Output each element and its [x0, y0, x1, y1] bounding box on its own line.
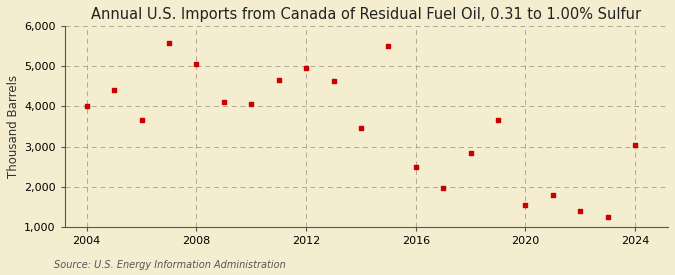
Point [520, 203, 531, 207]
Point [575, 209, 586, 213]
Title: Annual U.S. Imports from Canada of Residual Fuel Oil, 0.31 to 1.00% Sulfur: Annual U.S. Imports from Canada of Resid… [91, 7, 641, 22]
Point [136, 118, 147, 123]
Point [191, 62, 202, 66]
Point [547, 193, 558, 197]
Point [356, 126, 367, 131]
Point [383, 44, 394, 48]
Point [109, 88, 119, 92]
Point [273, 78, 284, 82]
Y-axis label: Thousand Barrels: Thousand Barrels [7, 75, 20, 178]
Point [465, 150, 476, 155]
Point [81, 104, 92, 108]
Point [219, 100, 230, 104]
Text: Source: U.S. Energy Information Administration: Source: U.S. Energy Information Administ… [54, 260, 286, 270]
Point [493, 118, 504, 122]
Point [630, 142, 641, 147]
Point [300, 66, 311, 70]
Point [602, 215, 613, 219]
Point [246, 102, 256, 106]
Point [163, 41, 174, 45]
Point [410, 164, 421, 169]
Point [328, 79, 339, 84]
Point [438, 186, 449, 191]
